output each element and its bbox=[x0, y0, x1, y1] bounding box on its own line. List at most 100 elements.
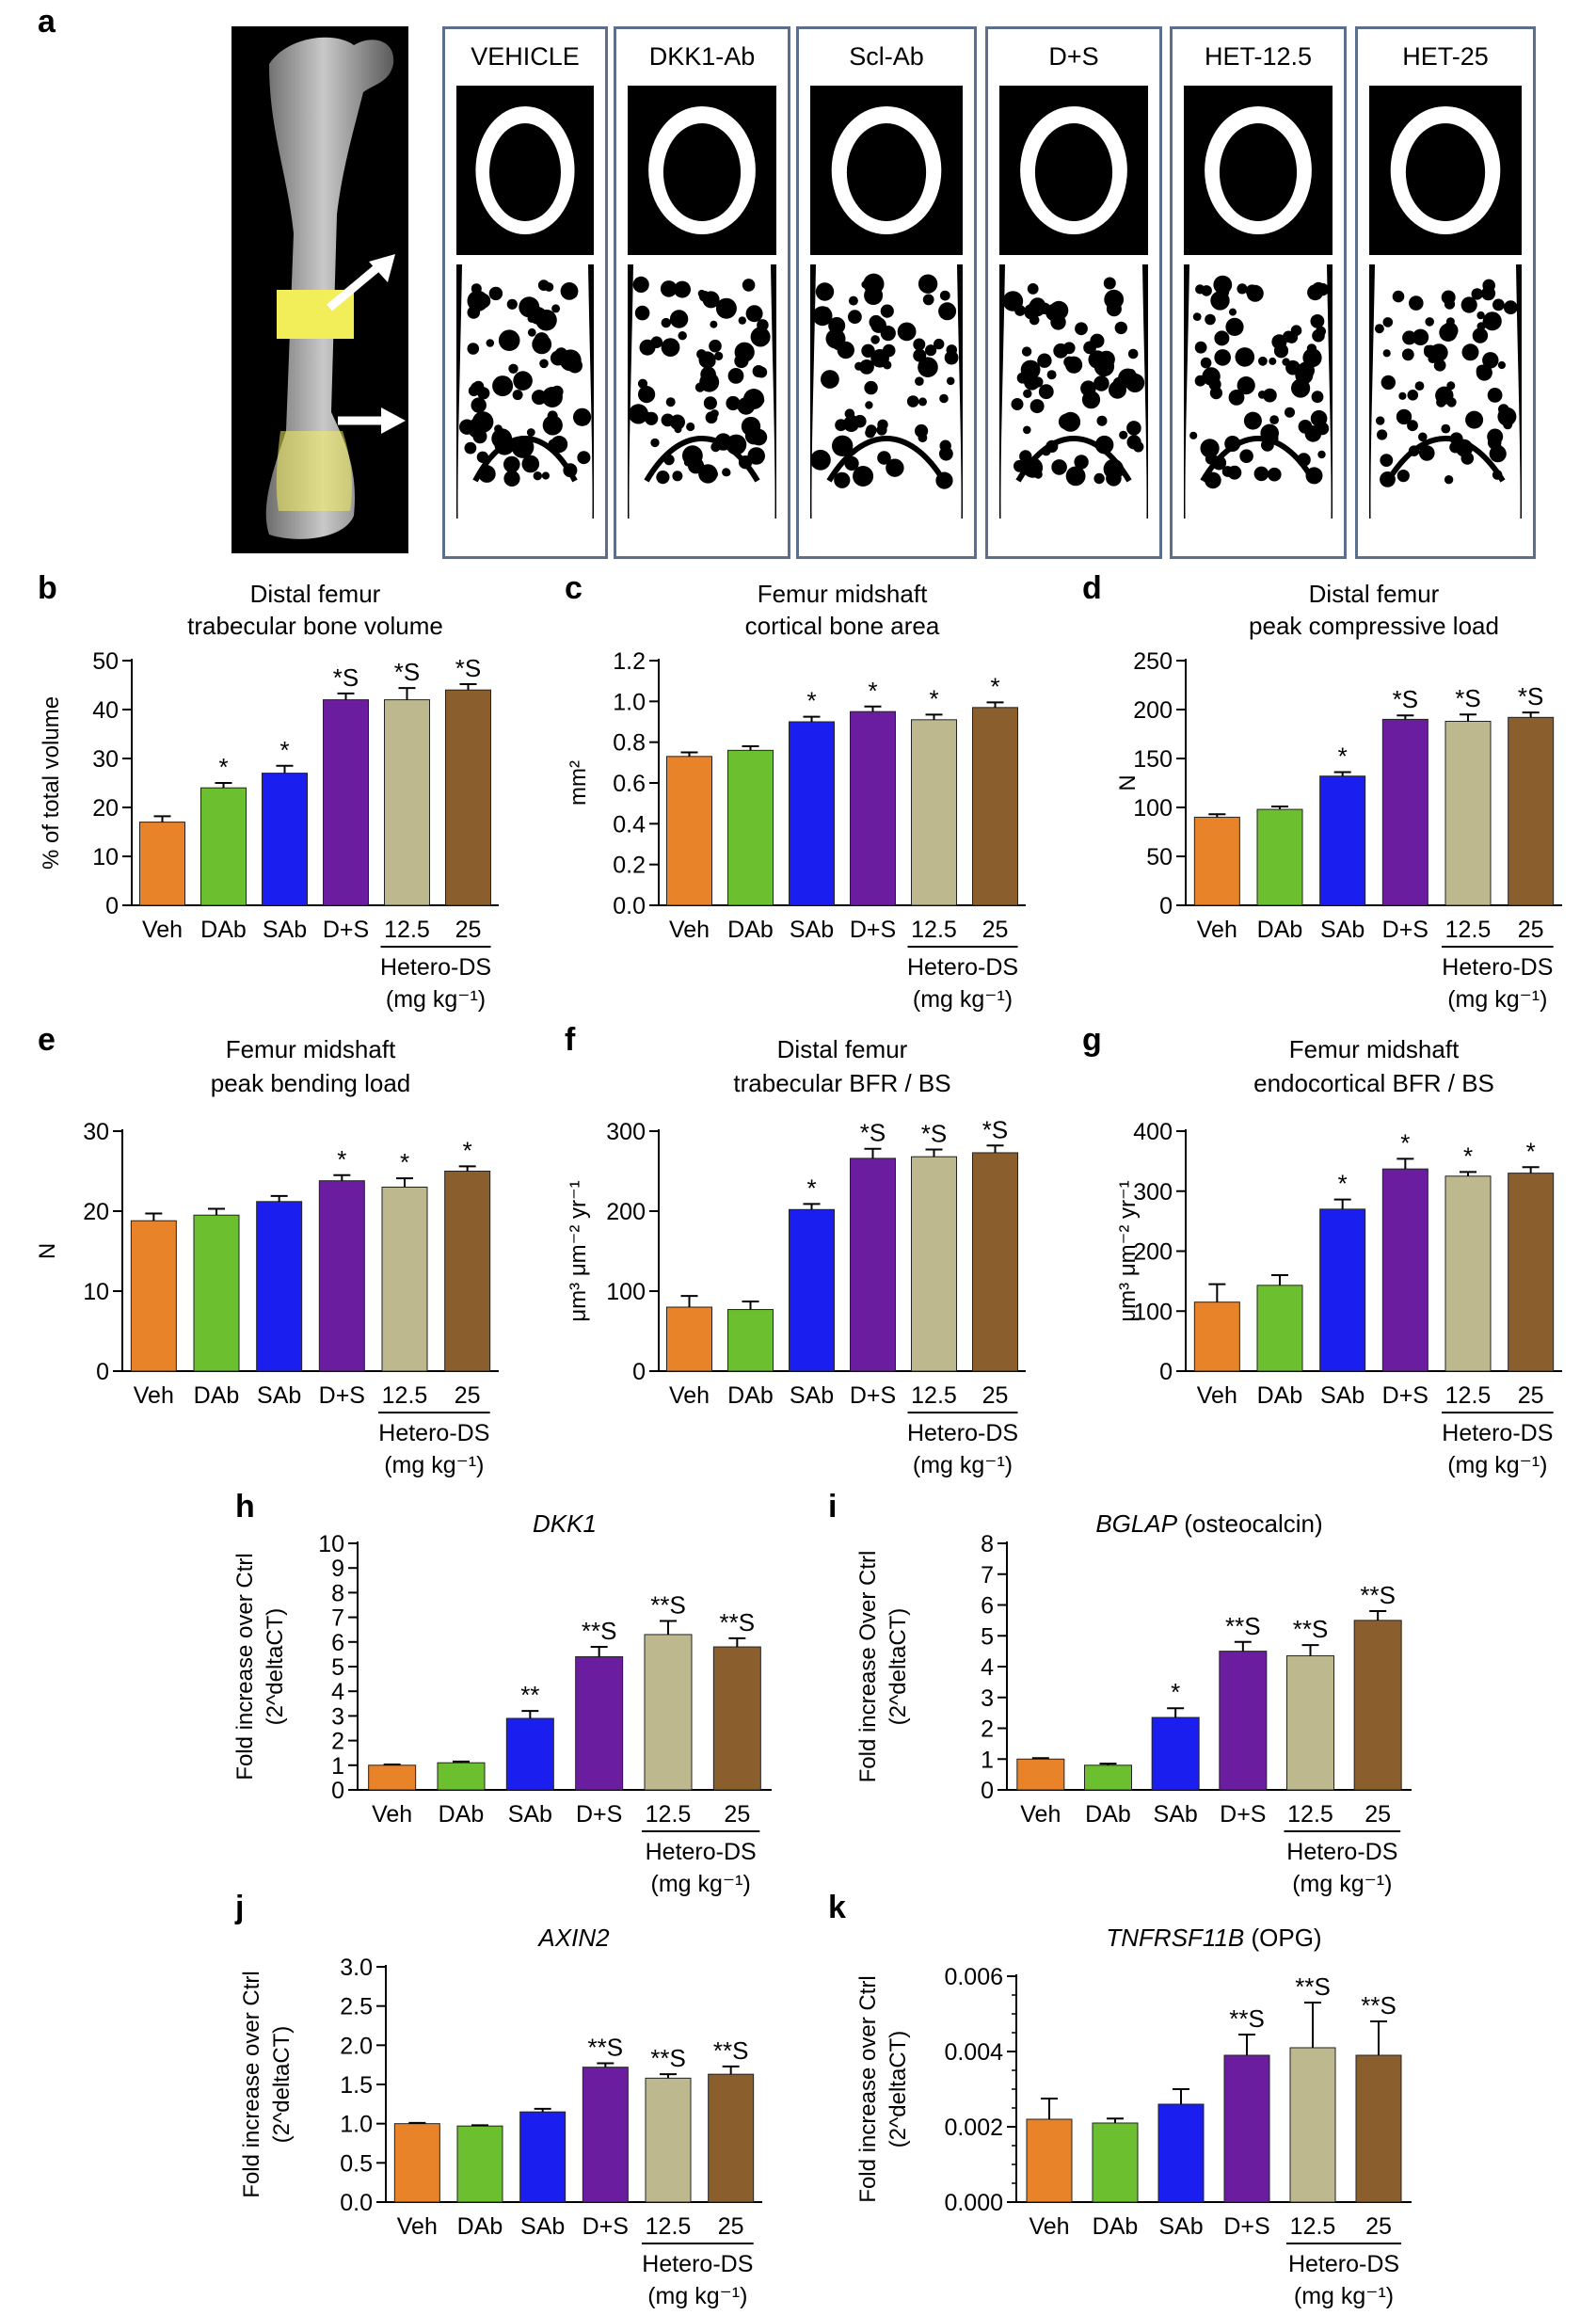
panel-label-c: c bbox=[565, 570, 583, 606]
bar-25 bbox=[444, 1171, 491, 1372]
x-tick-label: 25 bbox=[982, 1382, 1009, 1409]
y-axis-label: mm² bbox=[566, 760, 591, 806]
trabecular-roi-highlight bbox=[276, 431, 352, 511]
microct-panel: Scl-Ab bbox=[796, 26, 977, 559]
cortical-cross-section-image bbox=[999, 86, 1148, 255]
trabecular-section-image bbox=[1184, 264, 1333, 547]
bar-sab bbox=[262, 773, 308, 906]
panel-label-h: h bbox=[235, 1489, 255, 1525]
x-tick-label: DAb bbox=[194, 1382, 240, 1409]
bar-125 bbox=[1444, 1175, 1492, 1372]
femur-scan-image bbox=[231, 26, 408, 553]
panel-label-j: j bbox=[234, 1890, 244, 1925]
significance-label: * bbox=[279, 736, 289, 764]
bar-25 bbox=[972, 707, 1018, 906]
x-tick-label: DAb bbox=[727, 917, 774, 943]
y-tick-label: 8 bbox=[331, 1580, 344, 1606]
x-tick-label: Veh bbox=[1020, 1801, 1061, 1828]
trabecular-section-image bbox=[810, 264, 963, 547]
bar-veh bbox=[1026, 2118, 1073, 2203]
y-tick-label: 100 bbox=[606, 1279, 646, 1305]
x-tick-label: SAb bbox=[263, 917, 307, 943]
group-unit-label: (mg kg⁻¹) bbox=[913, 1452, 1013, 1478]
x-tick-label: DAb bbox=[1257, 1382, 1303, 1409]
significance-label: * bbox=[463, 1136, 472, 1164]
bar-ds bbox=[1381, 1168, 1428, 1372]
significance-label: * bbox=[990, 672, 999, 700]
bar-125 bbox=[1286, 1655, 1334, 1791]
bar-dab bbox=[456, 2125, 503, 2203]
y-tick-label: 0 bbox=[632, 1359, 646, 1385]
significance-label: * bbox=[1400, 1128, 1410, 1157]
y-axis-label: (2^deltaCT) bbox=[269, 2026, 295, 2144]
bar-dab bbox=[727, 749, 774, 906]
x-tick-label: 25 bbox=[455, 917, 482, 943]
y-axis-label: Fold increase over Ctrl bbox=[232, 1553, 258, 1780]
trabecular-section-image bbox=[999, 264, 1148, 547]
significance-label: **S bbox=[1295, 1972, 1331, 2001]
chart-title-suffix: (osteocalcin) bbox=[1177, 1509, 1323, 1538]
x-tick-label: SAb bbox=[790, 917, 834, 943]
chart-title-line: Femur midshaft bbox=[758, 580, 928, 608]
y-tick-label: 10 bbox=[92, 844, 119, 870]
chart-title-line: trabecular BFR / BS bbox=[733, 1069, 950, 1097]
x-tick-label: 12.5 bbox=[384, 917, 430, 943]
y-tick-label: 400 bbox=[1133, 1119, 1173, 1145]
y-tick-label: 6 bbox=[981, 1593, 994, 1620]
chart-title-line: endocortical BFR / BS bbox=[1253, 1069, 1494, 1097]
y-tick-label: 3 bbox=[981, 1685, 994, 1712]
cortical-cross-section-image bbox=[810, 86, 963, 255]
y-tick-label: 0 bbox=[1159, 893, 1173, 919]
x-tick-label: DAb bbox=[727, 1382, 774, 1409]
x-tick-label: SAb bbox=[1154, 1801, 1198, 1828]
y-tick-label: 0.5 bbox=[340, 2150, 373, 2177]
bar-sab bbox=[789, 721, 835, 906]
bar-sab bbox=[1157, 2103, 1205, 2203]
significance-label: * bbox=[337, 1145, 346, 1173]
y-tick-label: 1.0 bbox=[340, 2112, 373, 2138]
x-tick-label: 12.5 bbox=[1445, 917, 1492, 943]
microct-panel-title: DKK1-Ab bbox=[648, 42, 756, 71]
microct-panel-title: HET-25 bbox=[1402, 42, 1489, 71]
significance-label: * bbox=[806, 687, 816, 715]
chart-title-line: cortical bone area bbox=[745, 612, 940, 640]
significance-label: *S bbox=[333, 663, 359, 692]
significance-label: *S bbox=[860, 1119, 886, 1147]
bar-sab bbox=[1319, 1208, 1366, 1372]
y-tick-label: 0 bbox=[105, 893, 119, 919]
significance-label: **S bbox=[650, 1591, 686, 1620]
significance-label: **S bbox=[582, 1617, 617, 1645]
significance-label: *S bbox=[455, 654, 481, 682]
x-tick-label: Veh bbox=[1029, 2213, 1069, 2240]
y-tick-label: 9 bbox=[331, 1556, 344, 1582]
y-axis-label: (2^deltaCT) bbox=[886, 2031, 911, 2148]
significance-label: **S bbox=[650, 2044, 686, 2072]
bar-125 bbox=[911, 719, 957, 906]
significance-label: * bbox=[400, 1148, 409, 1176]
bar-25 bbox=[712, 1646, 761, 1791]
group-unit-label: (mg kg⁻¹) bbox=[1294, 2283, 1394, 2309]
x-tick-label: DAb bbox=[200, 917, 247, 943]
y-tick-label: 0 bbox=[331, 1778, 344, 1804]
y-tick-label: 4 bbox=[331, 1679, 344, 1705]
x-tick-label: SAb bbox=[257, 1382, 301, 1409]
chart-title-line: Femur midshaft bbox=[226, 1035, 396, 1063]
y-tick-label: 1.0 bbox=[613, 689, 646, 715]
bar-25 bbox=[972, 1152, 1018, 1372]
group-unit-label: (mg kg⁻¹) bbox=[651, 1871, 751, 1897]
bar-sab bbox=[1151, 1716, 1200, 1791]
y-tick-label: 0.000 bbox=[944, 2190, 1003, 2216]
bar-ds bbox=[850, 1158, 896, 1372]
x-tick-label: DAb bbox=[439, 1801, 485, 1828]
x-tick-label: Veh bbox=[669, 1382, 710, 1409]
chart-title-line: peak compressive load bbox=[1249, 612, 1499, 640]
significance-label: *S bbox=[982, 1115, 1008, 1143]
x-tick-label: DAb bbox=[1093, 2213, 1139, 2240]
bar-125 bbox=[645, 2077, 692, 2203]
chart-title-gene: DKK1 bbox=[533, 1509, 597, 1538]
bar-veh bbox=[139, 822, 185, 906]
microct-panel: D+S bbox=[985, 26, 1162, 559]
chart-g: g Femur midshaft endocortical BFR / BS μm³ … bbox=[1082, 1022, 1562, 1478]
significance-label: **S bbox=[720, 1608, 756, 1636]
